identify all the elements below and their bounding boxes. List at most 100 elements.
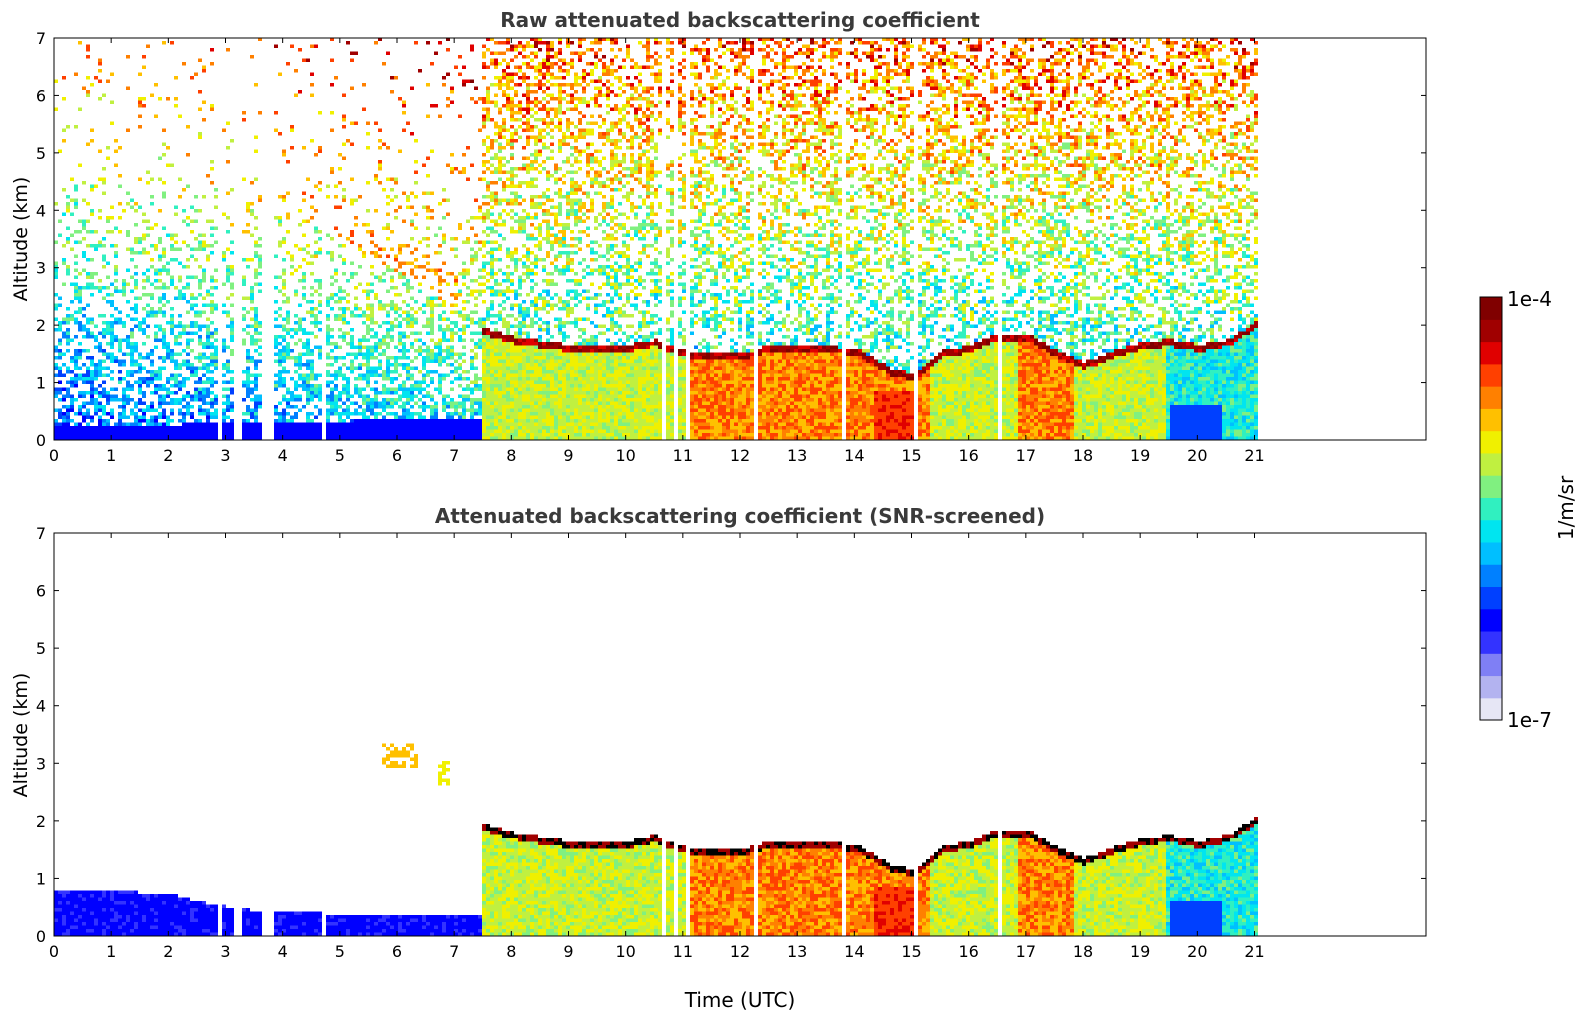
heatmap-cell [466, 325, 470, 329]
heatmap-cell [282, 328, 286, 332]
heatmap-cell [166, 402, 170, 406]
heatmap-cell [422, 395, 426, 399]
heatmap-cell [314, 391, 318, 395]
heatmap-cell [170, 283, 174, 287]
heatmap-cell [182, 384, 186, 388]
heatmap-cell [150, 94, 154, 98]
heatmap-cell [498, 146, 502, 150]
heatmap-cell [242, 384, 246, 388]
heatmap-cell [502, 430, 506, 434]
heatmap-cell [202, 381, 206, 385]
heatmap-cell [506, 83, 510, 87]
heatmap-cell [98, 384, 102, 388]
heatmap-cell [426, 227, 430, 231]
heatmap-cell [366, 339, 370, 343]
heatmap-cell [502, 325, 506, 329]
heatmap-cell [54, 349, 58, 353]
heatmap-cell [74, 202, 78, 206]
heatmap-cell [58, 391, 62, 395]
heatmap-cell [314, 290, 318, 294]
heatmap-cell [126, 55, 130, 59]
heatmap-cell [446, 363, 450, 367]
heatmap-cell [106, 391, 110, 395]
heatmap-cell [230, 272, 234, 276]
heatmap-cell [502, 220, 506, 224]
heatmap-cell [70, 409, 74, 413]
heatmap-cell [86, 332, 90, 336]
heatmap-cell [474, 342, 478, 346]
heatmap-cell [438, 279, 442, 283]
heatmap-cell [62, 283, 66, 287]
heatmap-cell [378, 339, 382, 343]
heatmap-cell [514, 335, 518, 339]
heatmap-cell [258, 325, 262, 329]
heatmap-cell [54, 395, 58, 399]
heatmap-cell [406, 195, 410, 199]
heatmap-cell [482, 66, 486, 70]
heatmap-cell [258, 332, 262, 336]
heatmap-cell [370, 433, 374, 437]
heatmap-cell [410, 206, 414, 210]
heatmap-cell [246, 206, 250, 210]
heatmap-cell [398, 398, 402, 402]
heatmap-cell [126, 339, 130, 343]
heatmap-cell [98, 426, 102, 430]
heatmap-cell [450, 153, 454, 157]
heatmap-cell [410, 269, 414, 273]
heatmap-cell [482, 433, 486, 437]
heatmap-cell [330, 276, 334, 280]
heatmap-cell [418, 370, 422, 374]
heatmap-cell [190, 304, 194, 308]
heatmap-cell [366, 374, 370, 378]
heatmap-cell [458, 377, 462, 381]
heatmap-cell [466, 314, 470, 318]
heatmap-cell [454, 293, 458, 297]
heatmap-cell [294, 398, 298, 402]
heatmap-cell [82, 430, 86, 434]
heatmap-cell [458, 115, 462, 119]
heatmap-cell [482, 300, 486, 304]
heatmap-cell [242, 437, 246, 441]
heatmap-cell [310, 321, 314, 325]
heatmap-cell [246, 209, 250, 213]
heatmap-cell [446, 283, 450, 287]
heatmap-cell [274, 430, 278, 434]
heatmap-cell [366, 297, 370, 301]
heatmap-cell [398, 335, 402, 339]
heatmap-cell [58, 297, 62, 301]
heatmap-cell [446, 402, 450, 406]
heatmap-cell [390, 363, 394, 367]
heatmap-cell [466, 220, 470, 224]
heatmap-cell [162, 332, 166, 336]
heatmap-cell [450, 335, 454, 339]
heatmap-cell [146, 384, 150, 388]
heatmap-cell [118, 437, 122, 441]
heatmap-cell [398, 423, 402, 427]
heatmap-cell [394, 216, 398, 220]
heatmap-cell [282, 423, 286, 427]
heatmap-cell [458, 384, 462, 388]
heatmap-cell [74, 433, 78, 437]
heatmap-cell [506, 398, 510, 402]
heatmap-cell [510, 178, 514, 182]
heatmap-cell [426, 332, 430, 336]
heatmap-cell [62, 262, 66, 266]
heatmap-cell [494, 395, 498, 399]
heatmap-cell [126, 248, 130, 252]
heatmap-cell [286, 314, 290, 318]
heatmap-cell [418, 381, 422, 385]
heatmap-cell [386, 433, 390, 437]
heatmap-cell [442, 374, 446, 378]
heatmap-cell [366, 360, 370, 364]
heatmap-cell [54, 388, 58, 392]
heatmap-cell [150, 353, 154, 357]
heatmap-cell [354, 52, 358, 56]
heatmap-cell [346, 388, 350, 392]
heatmap-cell [482, 76, 486, 80]
heatmap-cell [410, 367, 414, 371]
heatmap-cell [162, 265, 166, 269]
heatmap-cell [294, 426, 298, 430]
heatmap-cell [202, 398, 206, 402]
heatmap-cell [470, 227, 474, 231]
heatmap-cell [506, 367, 510, 371]
